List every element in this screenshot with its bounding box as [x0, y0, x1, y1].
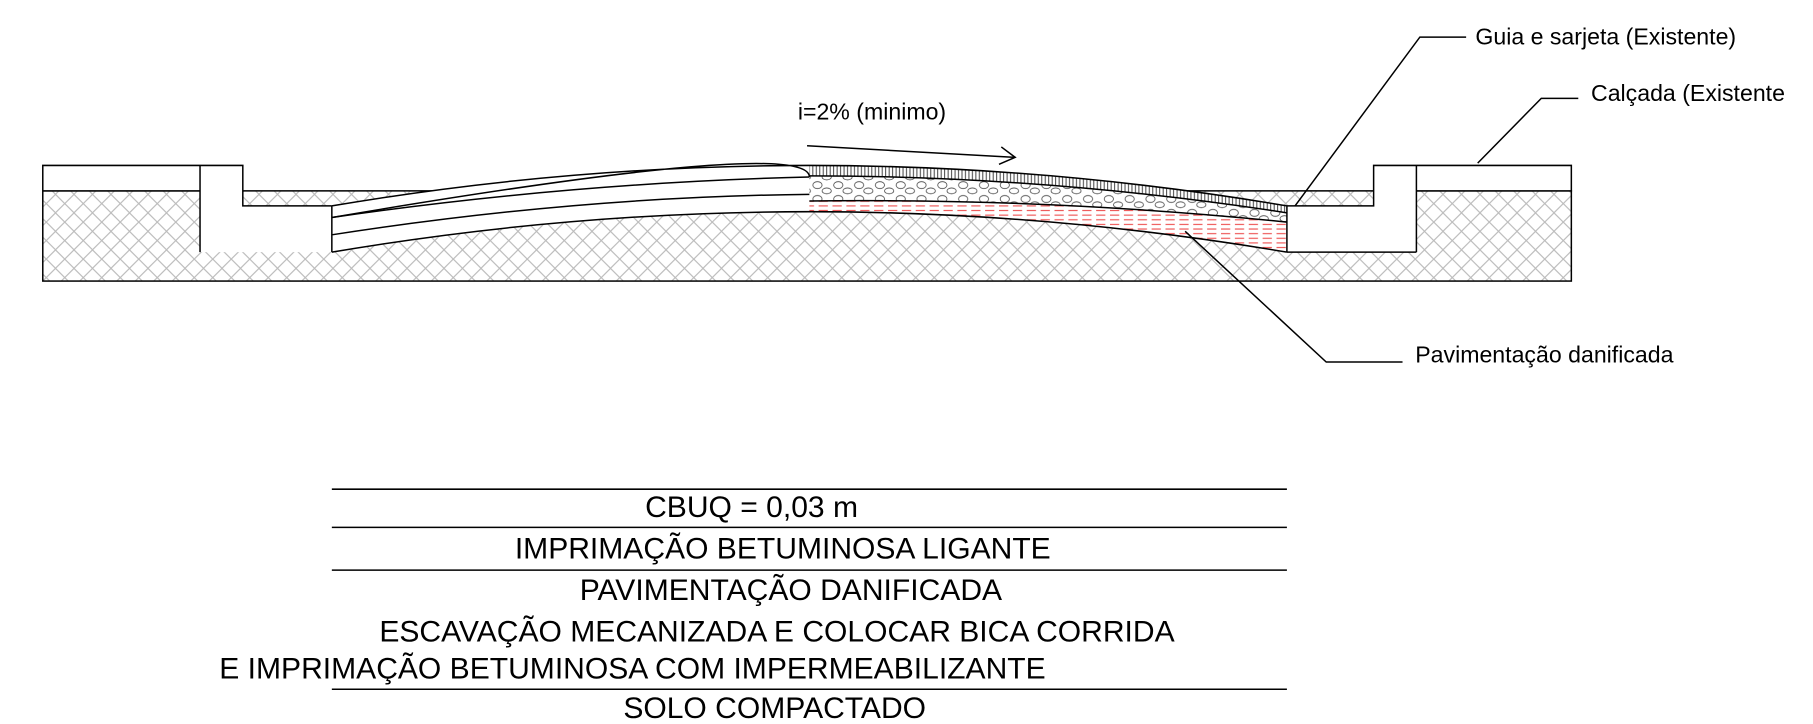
layer-label: SOLO COMPACTADO [623, 692, 926, 724]
table-lines [331, 488, 1287, 690]
left-curb-fill [42, 165, 332, 253]
right-curb-fill [1286, 165, 1572, 253]
layer-label: IMPRIMAÇÃO BETUMINOSA LIGANTE [515, 531, 1051, 565]
layer-label: ESCAVAÇÃO MECANIZADA E COLOCAR BICA CORR… [379, 615, 1174, 649]
right-curb [1286, 164, 1573, 253]
curb-label: Guia e sarjeta (Existente) [1475, 23, 1736, 49]
slope-arrow [807, 145, 1017, 165]
road-layers [331, 162, 1288, 253]
sidewalk-label: Calçada (Existente [1591, 80, 1785, 106]
slope-label: i=2% (minimo) [798, 99, 946, 125]
damaged-label: Pavimentação danificada [1415, 341, 1673, 367]
road-line [331, 176, 810, 219]
leader [1294, 36, 1467, 207]
layer-label: PAVIMENTAÇÃO DANIFICADA [580, 573, 1002, 607]
layer-label: E IMPRIMAÇÃO BETUMINOSA COM IMPERMEABILI… [219, 652, 1045, 686]
leader [1184, 230, 1403, 363]
leader [1477, 97, 1579, 164]
layer-label: CBUQ = 0,03 m [645, 491, 858, 524]
left-curb [42, 164, 332, 253]
